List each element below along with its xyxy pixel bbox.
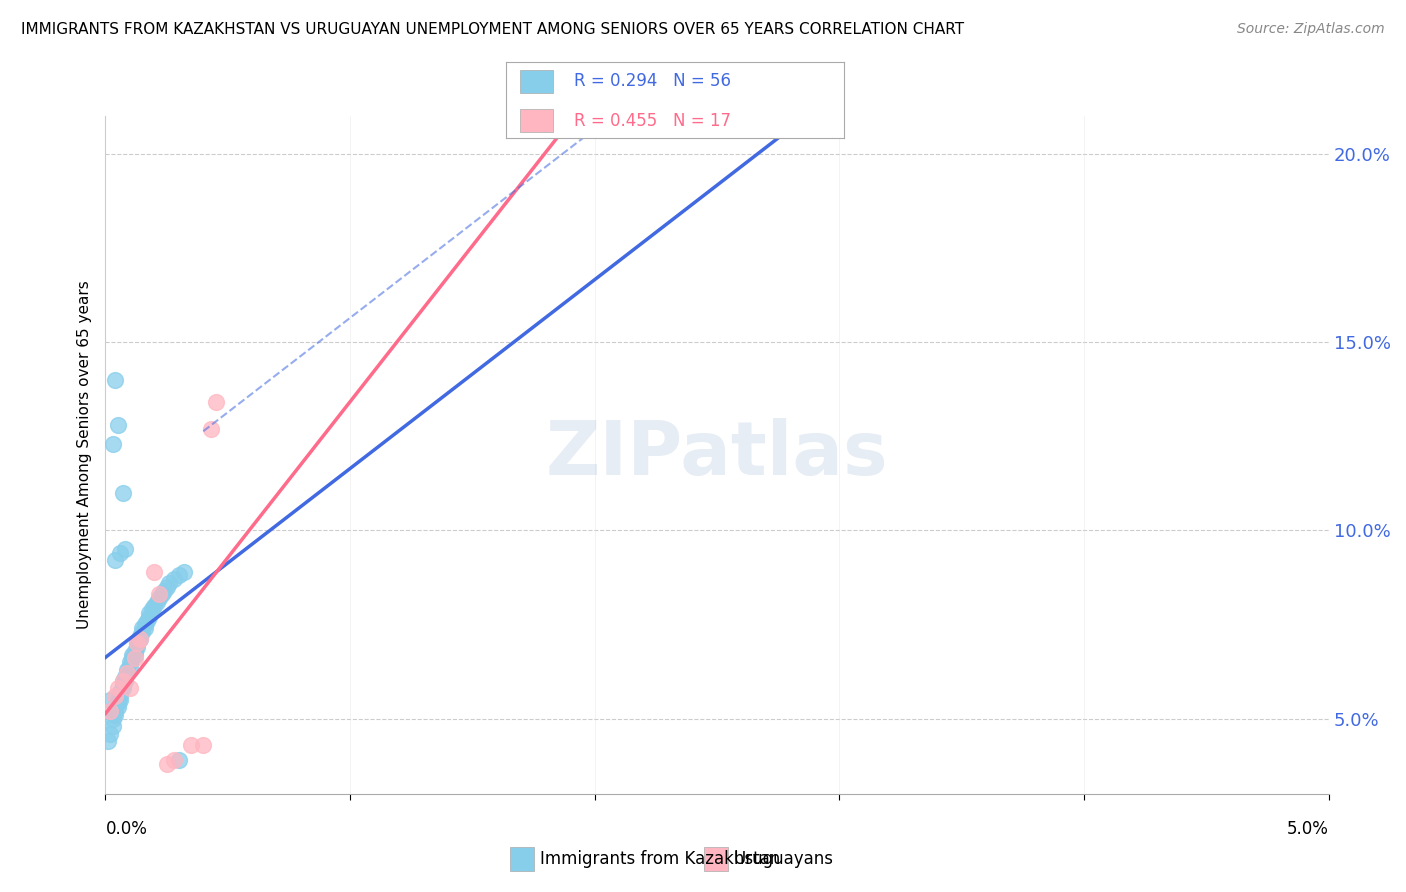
Point <box>124 651 146 665</box>
Point <box>114 673 136 688</box>
Point <box>200 421 222 435</box>
Point <box>157 576 180 591</box>
Point <box>134 621 156 635</box>
Point <box>117 666 139 681</box>
Point <box>127 636 149 650</box>
Point <box>155 756 177 771</box>
Y-axis label: Unemployment Among Seniors over 65 years: Unemployment Among Seniors over 65 years <box>77 281 93 629</box>
Point <box>111 678 134 692</box>
Point <box>111 673 134 688</box>
Point <box>148 587 170 601</box>
Point <box>98 704 121 718</box>
Point <box>117 666 139 681</box>
Point <box>180 738 202 752</box>
Point <box>98 726 121 740</box>
Point <box>128 632 150 647</box>
Point <box>108 692 131 706</box>
Point <box>114 542 136 557</box>
Point <box>108 689 131 703</box>
Text: ZIPatlas: ZIPatlas <box>546 418 889 491</box>
Text: R = 0.455   N = 17: R = 0.455 N = 17 <box>574 112 731 130</box>
Point <box>108 546 131 560</box>
Point <box>167 753 190 767</box>
Text: 5.0%: 5.0% <box>1286 820 1329 838</box>
Bar <box>520 110 554 132</box>
Point <box>131 621 153 635</box>
Point <box>104 553 127 567</box>
Point <box>124 648 146 662</box>
Point <box>108 685 131 699</box>
Point <box>136 614 159 628</box>
Point <box>134 617 156 632</box>
Point <box>118 681 141 696</box>
Point <box>114 670 136 684</box>
Point <box>127 636 149 650</box>
Point <box>107 681 129 696</box>
Point <box>131 624 153 639</box>
Point <box>150 587 173 601</box>
Point <box>121 651 143 665</box>
Text: Source: ZipAtlas.com: Source: ZipAtlas.com <box>1237 22 1385 37</box>
Point <box>117 663 139 677</box>
Bar <box>510 847 534 871</box>
Point <box>124 644 146 658</box>
Point <box>107 697 129 711</box>
Point <box>101 712 124 726</box>
Point <box>121 648 143 662</box>
Point <box>107 417 129 432</box>
Point <box>98 692 121 706</box>
Point <box>127 640 149 654</box>
Point <box>204 395 226 409</box>
Point <box>141 602 163 616</box>
Point <box>104 373 127 387</box>
Text: Immigrants from Kazakhstan: Immigrants from Kazakhstan <box>540 849 780 868</box>
Point <box>128 629 150 643</box>
Text: Uruguayans: Uruguayans <box>734 849 834 868</box>
Point <box>138 610 160 624</box>
Point <box>128 632 150 647</box>
Point <box>101 719 124 733</box>
Point <box>163 753 186 767</box>
Bar <box>704 847 728 871</box>
Text: IMMIGRANTS FROM KAZAKHSTAN VS URUGUAYAN UNEMPLOYMENT AMONG SENIORS OVER 65 YEARS: IMMIGRANTS FROM KAZAKHSTAN VS URUGUAYAN … <box>21 22 965 37</box>
Point <box>111 681 134 696</box>
Point <box>104 704 127 718</box>
Point <box>143 599 166 613</box>
Point <box>163 572 186 586</box>
Bar <box>520 70 554 93</box>
Text: 0.0%: 0.0% <box>105 820 148 838</box>
Point <box>153 583 176 598</box>
Point <box>167 568 190 582</box>
Point <box>146 595 169 609</box>
Point <box>193 738 215 752</box>
Point <box>173 565 195 579</box>
Point <box>155 580 177 594</box>
Point <box>104 707 127 722</box>
Point <box>111 673 134 688</box>
Point <box>97 734 120 748</box>
Point <box>104 689 127 703</box>
Text: R = 0.294   N = 56: R = 0.294 N = 56 <box>574 72 731 90</box>
Point <box>148 591 170 605</box>
Point <box>101 436 124 450</box>
Point <box>138 606 160 620</box>
Point <box>118 658 141 673</box>
Point <box>111 485 134 500</box>
Point <box>118 655 141 669</box>
Point <box>107 700 129 714</box>
Point <box>143 565 166 579</box>
Point <box>107 692 129 706</box>
